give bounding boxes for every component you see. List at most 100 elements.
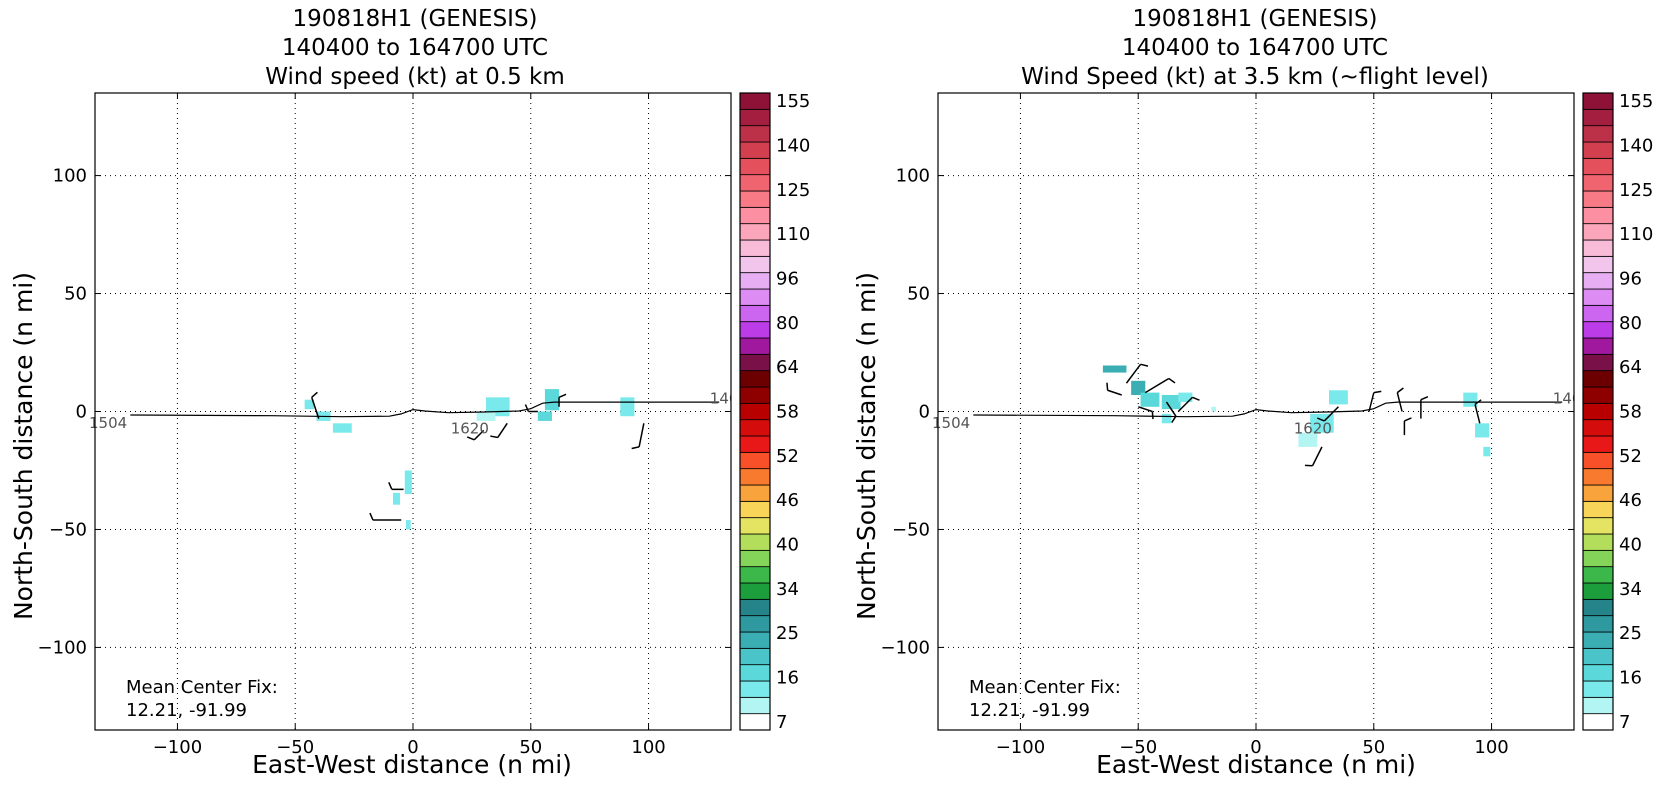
left-wind-cell — [304, 399, 315, 410]
right-wind-barb-flag — [1106, 382, 1109, 391]
left-colorbar-bin — [739, 615, 771, 633]
right-colorbar-bin — [1582, 500, 1614, 519]
right-colorbar-tick-label: 96 — [1619, 269, 1642, 290]
left-colorbar-bin — [739, 223, 771, 241]
left-y-tick-label: 0 — [76, 402, 87, 423]
right-wind-cell — [1178, 392, 1193, 403]
right-colorbar-bin — [1582, 272, 1614, 290]
right-colorbar-tick-label: 58 — [1619, 402, 1642, 423]
right-x-tick-label: −50 — [1119, 737, 1157, 758]
left-track-label-end: 1400 — [710, 390, 748, 408]
left-colorbar-tick-label: 96 — [776, 269, 799, 290]
right-wind-cell — [1376, 404, 1386, 419]
left-wind-barb-flag — [631, 446, 640, 450]
right-wind-barb — [1323, 406, 1339, 422]
left-colorbar-bin — [739, 206, 771, 225]
right-wind-barb-flag — [1396, 387, 1404, 394]
right-colorbar-bin — [1582, 402, 1614, 421]
left-y-tick-label: 50 — [64, 284, 87, 305]
right-wind-cell — [1298, 432, 1318, 447]
right-colorbar-tick-label: 80 — [1619, 313, 1642, 334]
left-colorbar-bin — [739, 304, 771, 323]
left-colorbar-bin — [739, 517, 771, 535]
left-colorbar-bin — [739, 566, 771, 584]
right-colorbar-tick-label: 155 — [1619, 91, 1653, 112]
left-colorbar-tick-label: 46 — [776, 490, 799, 511]
right-wind-barb — [1311, 446, 1323, 467]
left-wind-cell — [392, 492, 401, 505]
left-colorbar-bin — [739, 108, 771, 127]
left-wind-cell — [544, 389, 560, 411]
right-colorbar-bin — [1582, 125, 1614, 143]
right-wind-barb — [1368, 392, 1375, 412]
right-colorbar-bin — [1582, 419, 1614, 437]
right-wind-barb-flag — [1373, 390, 1382, 394]
right-colorbar-bin — [1582, 108, 1614, 127]
right-x-tick-label: 50 — [1362, 737, 1385, 758]
right-colorbar: 7 16 25 34 40 46 52 58 64 80 96 110 125 140 155 — [1582, 91, 1653, 733]
left-title-line1: 190818H1 (GENESIS) — [292, 6, 538, 32]
left-colorbar-bin — [739, 484, 771, 502]
right-wind-barb — [1474, 404, 1481, 424]
right-wind-cell — [1310, 413, 1334, 433]
right-y-tick-label: −100 — [881, 637, 930, 658]
right-colorbar-bin — [1582, 304, 1614, 323]
right-wind-cell — [1475, 423, 1490, 438]
left-wind-barb-flag — [388, 482, 393, 490]
right-track-label-end: 1400 — [1553, 390, 1591, 408]
right-wind-barb — [1107, 389, 1122, 396]
right-y-tick-label: 100 — [896, 166, 930, 187]
right-colorbar-bin — [1582, 582, 1614, 600]
left-plot: 1620 1400 1504 −100 −50 0 50 100 −100 −50 0 50 100 — [38, 92, 748, 758]
left-wind-cell — [332, 423, 352, 433]
left-wind-cell — [476, 411, 496, 421]
left-colorbar-bin — [739, 239, 771, 257]
left-colorbar-tick-label: 64 — [776, 357, 799, 378]
left-colorbar-bin — [739, 435, 771, 453]
right-colorbar-bin — [1582, 435, 1614, 453]
right-colorbar-bin — [1582, 321, 1614, 339]
left-wind-barb-flag — [524, 404, 530, 412]
right-colorbar-bin — [1582, 451, 1614, 470]
left-track-label-mid: 1620 — [451, 419, 489, 437]
left-y-tick-label: −50 — [49, 519, 87, 540]
right-colorbar-tick-label: 110 — [1619, 224, 1653, 245]
right-track-label-start: 1504 — [932, 414, 970, 432]
right-colorbar-bin — [1582, 517, 1614, 535]
right-colorbar-bin — [1582, 680, 1614, 698]
right-x-tick-label: 100 — [1474, 737, 1508, 758]
left-wind-barb — [473, 429, 485, 441]
left-wind-barb — [310, 397, 320, 419]
left-colorbar-tick-label: 80 — [776, 313, 799, 334]
right-wind-cell — [1102, 365, 1127, 373]
right-colorbar-tick-label: 46 — [1619, 490, 1642, 511]
right-colorbar-bin — [1582, 549, 1614, 568]
left-wind-barb-flag — [369, 512, 374, 521]
left-colorbar-bin — [739, 647, 771, 666]
left-colorbar-bin — [739, 255, 771, 274]
left-x-tick-label: 0 — [407, 737, 418, 758]
right-colorbar-tick-label: 125 — [1619, 180, 1653, 201]
left-colorbar-bin — [739, 337, 771, 355]
right-colorbar-frame — [1582, 92, 1614, 731]
right-colorbar-bin — [1582, 141, 1614, 159]
left-storm-track — [130, 401, 720, 418]
right-wind-barb-flag — [1168, 377, 1176, 384]
right-wind-cell — [1140, 392, 1160, 407]
left-colorbar-bin — [739, 92, 771, 110]
left-wind-barb — [497, 422, 508, 438]
right-colorbar-bin — [1582, 533, 1614, 551]
right-colorbar-tick-label: 64 — [1619, 357, 1642, 378]
left-wind-cell — [415, 418, 425, 424]
right-wind-barb-flag — [1316, 417, 1325, 422]
left-y-tick-label: 100 — [53, 166, 87, 187]
left-colorbar-bin — [739, 174, 771, 192]
right-colorbar-bin — [1582, 223, 1614, 241]
right-wind-cell — [1390, 418, 1405, 433]
left-colorbar-bin — [739, 549, 771, 568]
left-wind-barb-flag — [558, 393, 567, 399]
left-colorbar-bin — [739, 402, 771, 421]
right-plot: 1620 1400 1504 −100 −50 0 50 100 −100 −50 0 50 100 — [881, 92, 1591, 758]
right-colorbar-tick-label: 7 — [1619, 712, 1630, 733]
